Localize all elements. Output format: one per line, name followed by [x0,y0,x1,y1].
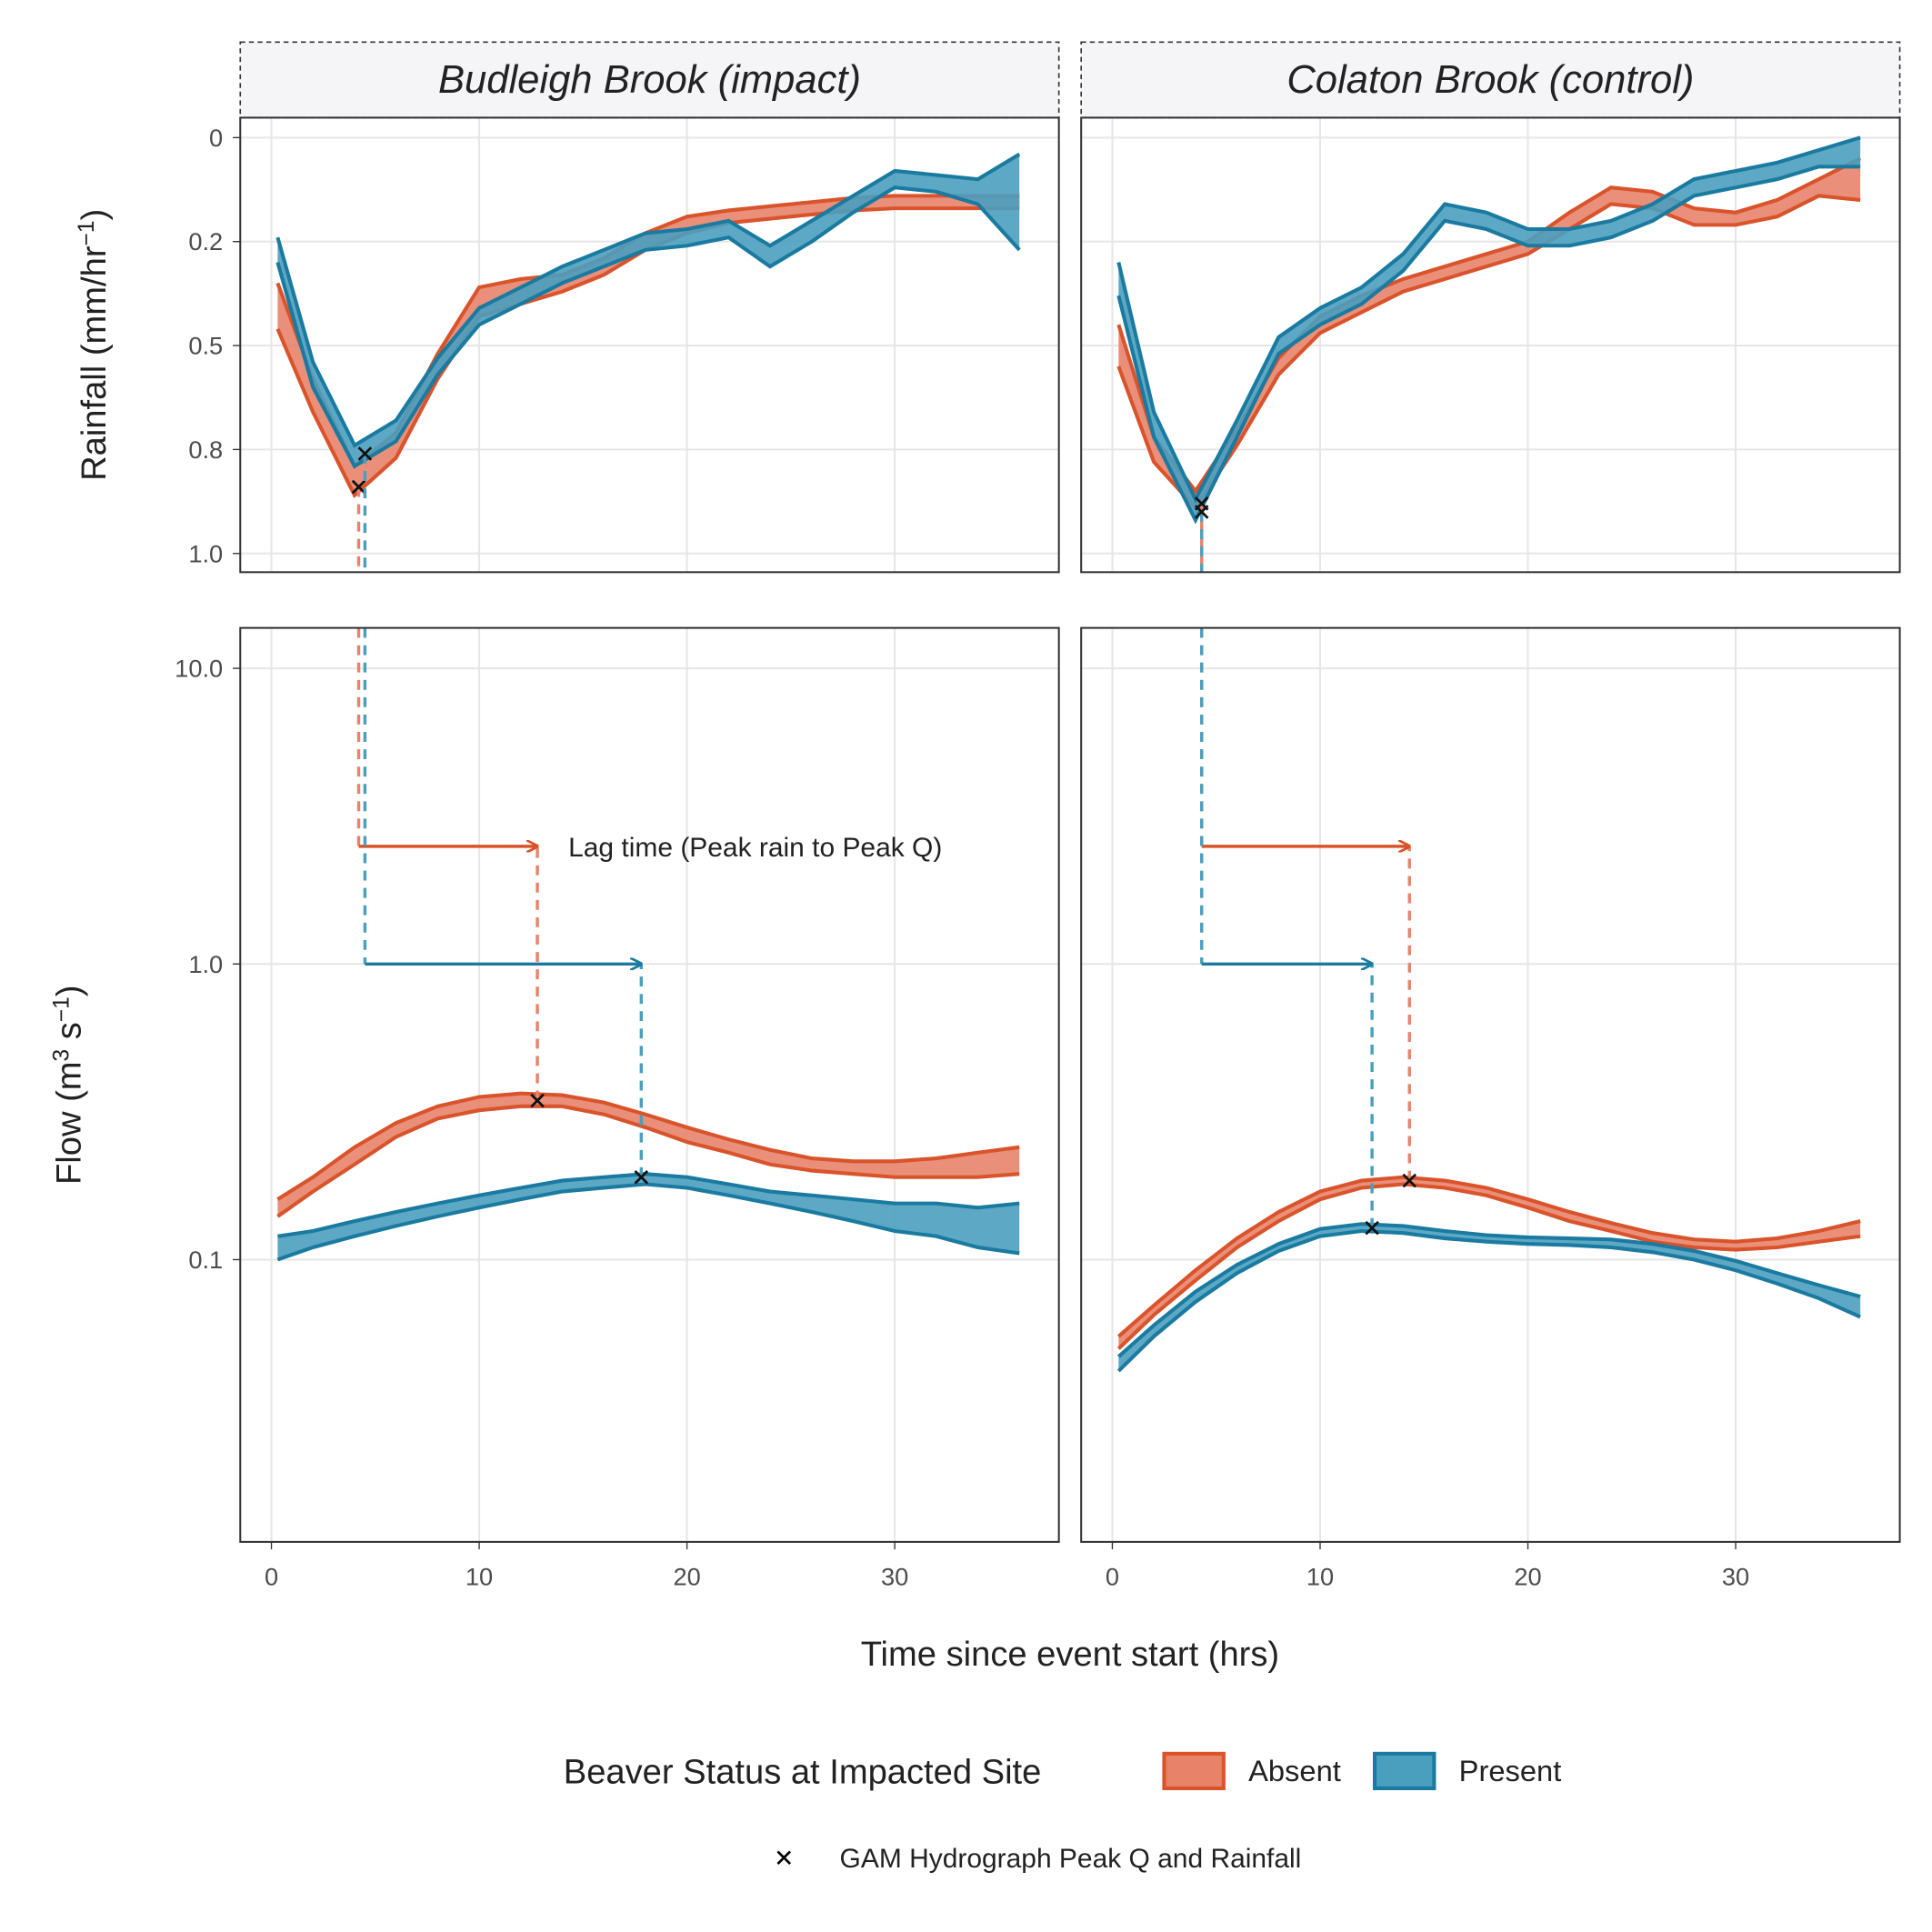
x-axis-title: Time since event start (hrs) [861,1635,1279,1674]
y-axis-title-part: −1 [49,996,74,1022]
flow-band-edge [276,1091,1020,1201]
flow-peak [1365,1220,1379,1236]
rain-band-edge [275,185,1021,469]
rain-band [277,195,1020,496]
x-tick-label: 10 [1306,1563,1334,1591]
peak-stroke [351,479,366,495]
rain-band-edge [1116,135,1861,504]
flow-band-edge [276,1104,1020,1218]
x-tick-label: 20 [1514,1563,1541,1591]
flow-band [277,1093,1020,1216]
y-axis-title: Flow (m3 s−1) [49,986,89,1185]
x-tick-label: 10 [465,1563,493,1591]
flow-peak [1402,1173,1417,1188]
flow-band-edge [1116,1182,1861,1350]
y-tick-label: 1.0 [188,950,223,978]
rain-band [277,154,1020,466]
rain-peak [351,479,366,495]
panel-border [239,626,1060,1543]
x-tick-label: 0 [265,1563,278,1591]
legend-label: Present [1459,1754,1562,1787]
y-tick-label: 0.8 [188,435,223,464]
y-tick-label: 0.1 [188,1246,223,1274]
rain-peak [357,446,373,461]
facet-strip [1080,41,1901,119]
y-tick-label: 10.0 [175,655,223,683]
rain-band-edge [1116,165,1861,525]
peak-stroke [1402,1173,1417,1188]
panel-border [1080,116,1901,574]
y-axis-title-part: Rainfall (mm/hr [75,245,114,481]
panel-background [240,627,1059,1542]
legend-title: Beaver Status at Impacted Site [564,1753,1042,1792]
facet-title: Colaton Brook (control) [1286,58,1694,102]
y-tick-label: 0.5 [188,332,223,360]
x-tick-label: 30 [1722,1563,1749,1591]
y-axis-title-part: Flow (m [50,1061,89,1185]
legend-key [1162,1751,1226,1791]
rain-peak [1194,505,1209,519]
peak-stroke [530,1093,545,1108]
flow-band-edge [1116,1228,1861,1373]
legend-note-marker [776,1850,792,1866]
y-tick-label: 1.0 [188,539,223,567]
flow-peak [530,1093,545,1108]
panel-border [239,116,1060,574]
peak-stroke [1194,505,1209,519]
rain-band-edge [275,152,1021,448]
flow-band-edge [276,1182,1020,1262]
peak-stroke [1365,1220,1379,1236]
y-axis-title-part: ) [50,986,89,997]
y-axis-title-part: 3 [49,1049,74,1062]
y-axis-title-part: −1 [74,221,98,246]
legend-label: Absent [1248,1754,1341,1787]
panel-border [1080,626,1901,1543]
y-axis-title-part: s [50,1022,89,1049]
peak-stroke [634,1170,649,1185]
panel-background [1081,627,1900,1542]
rain-band-edge [1116,194,1861,511]
annotation: Lag time (Peak rain to Peak Q) [568,833,942,863]
x-tick-label: 0 [1106,1563,1119,1591]
legend-note: GAM Hydrograph Peak Q and Rainfall [840,1844,1302,1874]
flow-band-edge [1116,1175,1861,1338]
flow-band-edge [1116,1222,1861,1358]
y-axis-title: Rainfall (mm/hr−1) [74,209,114,481]
x-tick-label: 20 [673,1563,700,1591]
y-axis-title-part: ) [75,209,114,221]
flow-peak [634,1170,649,1185]
y-tick-label: 0 [209,124,223,152]
y-tick-label: 0.2 [188,227,223,255]
facet-strip [239,41,1060,119]
peak-stroke [357,446,373,461]
flow-band [277,1174,1020,1260]
legend-key [1372,1751,1436,1791]
facet-title: Budleigh Brook (impact) [438,58,861,102]
x-tick-label: 30 [881,1563,908,1591]
